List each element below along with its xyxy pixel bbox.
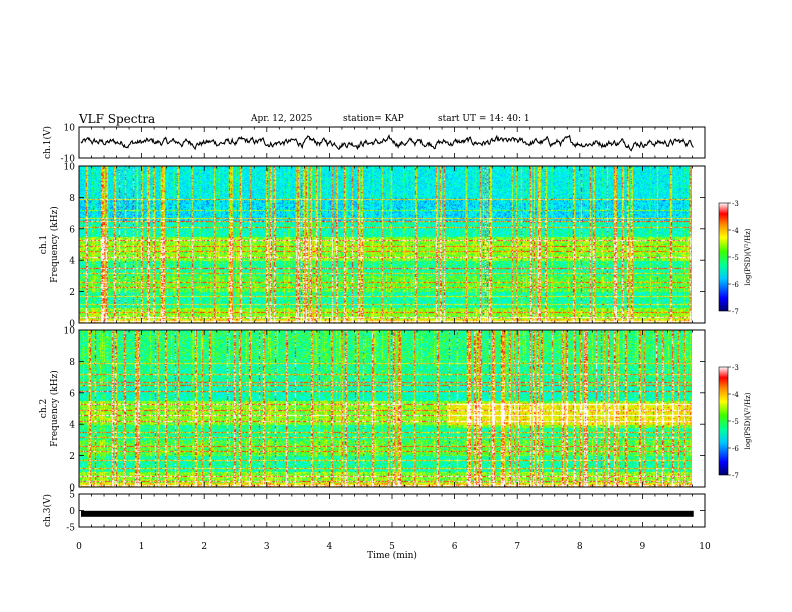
date-label: Apr. 12, 2025 <box>251 114 313 124</box>
ch1-colorbar-tick-label: -3 <box>732 200 739 208</box>
ch1-colorbar-tick-label: -5 <box>732 254 739 262</box>
ch2-colorbar-tick-label: -7 <box>732 472 739 480</box>
ch1-waveform-ylabel: ch.1(V) <box>42 126 53 159</box>
x-tick-label: 3 <box>264 542 270 552</box>
chart-title: VLF Spectra <box>79 112 156 126</box>
x-tick-label: 5 <box>389 542 395 552</box>
start-time-label: start UT = 14: 40: 1 <box>438 114 530 124</box>
ch3-waveform-tick-label: 0 <box>69 507 75 517</box>
x-tick-label: 8 <box>577 542 583 552</box>
ch2-spectrogram-tick-label: 10 <box>64 327 76 337</box>
ch2-spectrogram-tick-label: 8 <box>69 358 75 368</box>
ch1-colorbar-tick-label: -4 <box>732 227 739 235</box>
ch2-channel-label: ch.2 <box>39 399 49 418</box>
x-tick-label: 10 <box>699 542 711 552</box>
x-axis-label: Time (min) <box>367 550 417 561</box>
ch2-colorbar-tick-label: -4 <box>732 391 739 399</box>
x-tick-label: 9 <box>640 542 646 552</box>
ch1-spectrogram-tick-label: 2 <box>69 288 75 298</box>
ch3-waveform-ylabel: ch.3(V) <box>42 494 53 527</box>
ch1-waveform-line <box>80 134 694 152</box>
ch2-colorbar-tick-label: -5 <box>732 418 739 426</box>
ch1-colorbar-tick-label: -6 <box>732 281 739 289</box>
ch2-spectrogram-image <box>79 330 692 487</box>
ch1-frequency-ylabel: Frequency (kHz) <box>49 206 60 283</box>
ch1-spectrogram-tick-label: 8 <box>69 194 75 204</box>
ch3-waveform-line <box>81 510 694 517</box>
ch1-spectrogram-tick-label: 10 <box>64 163 76 173</box>
ch1-spectrogram-tick-label: 0 <box>69 320 75 330</box>
x-tick-label: 0 <box>76 542 82 552</box>
ch2-spectrogram-tick-label: 6 <box>69 389 75 399</box>
ch1-colorbar-tick-label: -7 <box>732 308 739 316</box>
ch2-spectrogram-tick-label: 2 <box>69 452 75 462</box>
ch2-colorbar-label: log(PSD)(V²/Hz) <box>744 392 752 449</box>
ch1-colorbar-label: log(PSD)(V²/Hz) <box>744 228 752 285</box>
ch2-spectrogram-tick-label: 0 <box>69 484 75 494</box>
ch3-waveform-tick-label: -5 <box>66 524 75 534</box>
ch2-colorbar <box>718 366 729 476</box>
ch1-spectrogram-tick-label: 6 <box>69 225 75 235</box>
x-tick-label: 4 <box>327 542 333 552</box>
ch1-channel-label: ch.1 <box>39 235 49 254</box>
ch1-waveform-tick-label: 10 <box>64 124 76 134</box>
ch2-frequency-ylabel: Frequency (kHz) <box>49 370 60 447</box>
ch2-colorbar-tick-label: -6 <box>732 445 739 453</box>
ch2-colorbar-tick-label: -3 <box>732 364 739 372</box>
ch2-spectrogram-tick-label: 4 <box>69 421 75 431</box>
x-tick-label: 2 <box>201 542 207 552</box>
ch1-spectrogram-image <box>79 166 692 323</box>
x-tick-label: 1 <box>139 542 145 552</box>
ch3-waveform-tick-label: 5 <box>69 491 75 501</box>
ch1-waveform-tick-label: -10 <box>61 155 76 165</box>
ch1-colorbar <box>718 202 729 312</box>
x-tick-label: 6 <box>452 542 458 552</box>
ch1-spectrogram-tick-label: 4 <box>69 257 75 267</box>
station-label: station= KAP <box>343 114 404 124</box>
x-tick-label: 7 <box>514 542 520 552</box>
